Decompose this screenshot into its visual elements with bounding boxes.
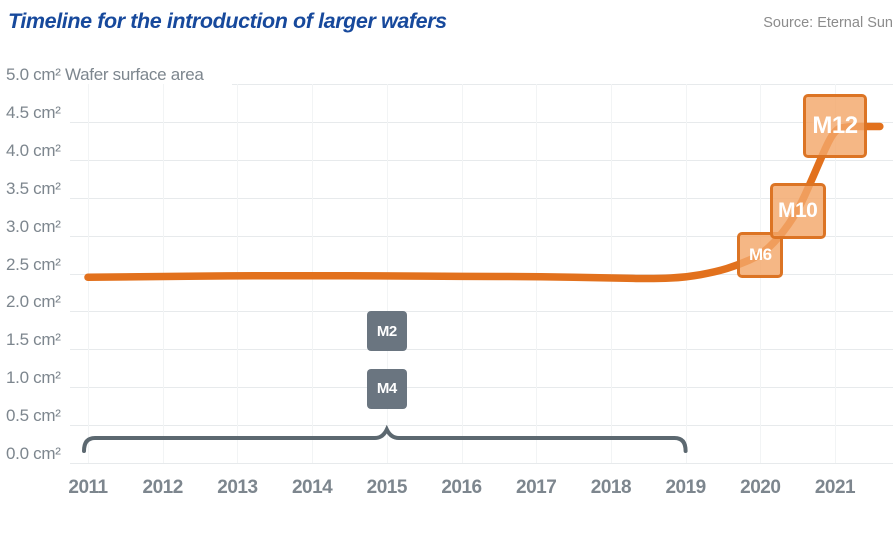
chart-title: Timeline for the introduction of larger … [8, 9, 447, 33]
gridline-vertical [835, 84, 836, 463]
gridline-horizontal [70, 387, 893, 389]
annotation-label: M10 [777, 198, 818, 222]
x-axis-tick-label: 2017 [516, 477, 557, 498]
x-axis-tick-label: 2011 [68, 477, 108, 498]
y-axis-tick-label: 0.0 cm² [6, 444, 61, 463]
annotation-label: M6 [748, 245, 772, 265]
annotation-box-m6: M6 [737, 232, 784, 279]
annotation-box-m4: M4 [366, 368, 407, 409]
annotation-box-m12: M12 [803, 93, 867, 158]
gridline-horizontal [70, 349, 893, 351]
gridline-horizontal [232, 84, 893, 85]
annotation-label: M4 [376, 380, 397, 398]
annotation-box-m10: M10 [769, 182, 826, 239]
y-axis-tick-label: 4.0 cm² [6, 140, 61, 160]
annotation-box-m2: M2 [366, 311, 407, 352]
y-axis-tick-label: 5.0 cm² Wafer surface area [6, 65, 204, 84]
x-axis-tick-label: 2020 [740, 477, 781, 498]
timeline-brace [82, 424, 688, 453]
x-axis-tick-label: 2021 [814, 477, 856, 498]
x-axis-tick-label: 2014 [291, 477, 333, 498]
y-axis-tick-label: 3.5 cm² [6, 178, 61, 198]
y-axis-tick-label: 3.0 cm² [6, 216, 61, 236]
y-axis-tick-label: 1.0 cm² [6, 368, 61, 388]
gridline-horizontal [70, 197, 893, 199]
wafer-area-line [84, 122, 884, 283]
x-axis-tick-label: 2015 [366, 477, 408, 498]
y-axis-tick-label: 4.5 cm² [6, 102, 61, 122]
y-axis-tick-label: 2.0 cm² [6, 292, 61, 312]
gridline-vertical [610, 84, 612, 463]
x-axis-tick-label: 2012 [142, 477, 184, 498]
gridline-vertical [88, 84, 89, 463]
gridline-horizontal [70, 159, 893, 161]
y-axis-tick-label: 1.5 cm² [6, 330, 61, 350]
y-axis-tick-label: 0.5 cm² [6, 406, 61, 426]
gridline-horizontal [70, 121, 893, 123]
gridline-horizontal [70, 311, 893, 313]
annotation-label: M2 [376, 322, 397, 340]
gridline-horizontal [70, 235, 893, 237]
x-axis-tick-label: 2013 [217, 477, 258, 498]
annotation-label: M12 [812, 111, 858, 139]
gridline-horizontal [70, 425, 893, 427]
y-axis-tick-label: 2.5 cm² [6, 254, 61, 274]
x-axis-tick-label: 2016 [441, 477, 482, 498]
x-axis-tick-label: 2019 [665, 477, 706, 498]
x-axis-tick-label: 2018 [590, 477, 632, 498]
gridline-horizontal [70, 463, 893, 464]
source-label: Source: Eternal Sun [763, 15, 893, 31]
